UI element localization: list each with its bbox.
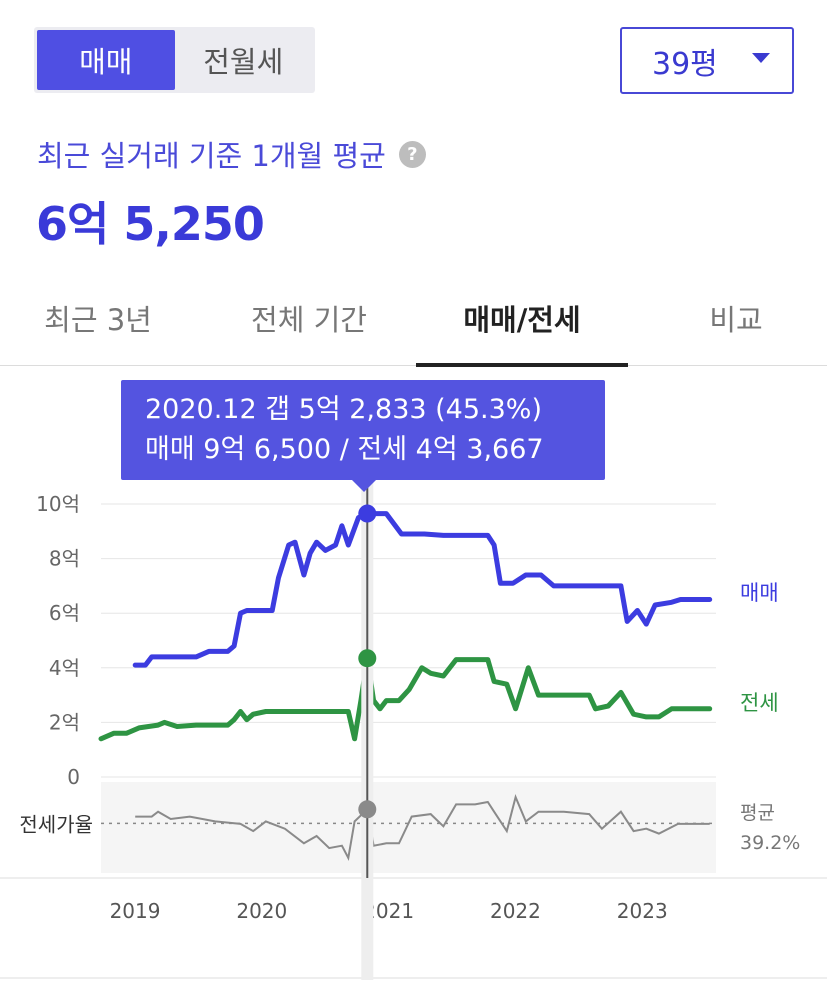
ratio-average-label: 평균 bbox=[740, 802, 775, 824]
tooltip-line-prices: 매매 9억 6,500 / 전세 4억 3,667 bbox=[145, 434, 544, 465]
chart-grid bbox=[101, 503, 716, 778]
average-label-text: 최근 실거래 기준 1개월 평균 bbox=[37, 139, 386, 173]
cursor-marker-sale bbox=[358, 504, 377, 523]
y-tick-label-4: 8억 bbox=[49, 547, 80, 571]
trade-option-sale[interactable]: 매매 bbox=[37, 30, 175, 90]
trade-type-toggle: 매매 전월세 bbox=[34, 27, 315, 93]
tab-sale-jeonse[interactable]: 매매/전세 bbox=[416, 270, 628, 367]
trade-option-rent[interactable]: 전월세 bbox=[203, 45, 284, 79]
tab-recent-3y[interactable]: 최근 3년 bbox=[44, 303, 152, 337]
series-line-1 bbox=[98, 655, 713, 742]
chart-cursor[interactable] bbox=[358, 482, 377, 980]
jeonse-ratio-panel: 전세가율 평균 39.2% bbox=[19, 782, 800, 873]
x-tick-label-4: 2023 bbox=[617, 899, 668, 923]
ratio-panel-background bbox=[101, 782, 716, 873]
x-tick-label-1: 2020 bbox=[236, 899, 287, 923]
cursor-marker-ratio bbox=[358, 800, 377, 819]
y-tick-label-5: 10억 bbox=[36, 492, 80, 516]
chart-tooltip: 2020.12 갭 5억 2,833 (45.3%) 매매 9억 6,500 /… bbox=[121, 380, 605, 492]
ratio-panel-label: 전세가율 bbox=[19, 812, 93, 836]
caret-down-icon bbox=[752, 53, 770, 63]
series-label-1: 전세 bbox=[740, 691, 779, 715]
y-tick-label-2: 4억 bbox=[49, 656, 80, 680]
tooltip-line-gap: 2020.12 갭 5억 2,833 (45.3%) bbox=[145, 394, 542, 425]
x-tick-label-3: 2022 bbox=[490, 899, 541, 923]
help-icon[interactable]: ? bbox=[398, 140, 426, 168]
size-select[interactable]: 39평 bbox=[620, 27, 794, 94]
size-select-value: 39평 bbox=[652, 46, 718, 82]
average-price: 6억 5,250 bbox=[36, 197, 265, 251]
cursor-marker-jeonse bbox=[358, 649, 377, 668]
y-tick-label-3: 6억 bbox=[49, 601, 80, 625]
ratio-average-value: 39.2% bbox=[740, 832, 800, 854]
tab-all-period[interactable]: 전체 기간 bbox=[251, 303, 367, 337]
period-tabs: 최근 3년 전체 기간 매매/전세 비교 bbox=[0, 270, 827, 367]
y-tick-label-0: 0 bbox=[67, 765, 80, 789]
average-label: 최근 실거래 기준 1개월 평균 ? bbox=[37, 133, 426, 175]
tab-compare[interactable]: 비교 bbox=[709, 303, 763, 337]
series-line-0 bbox=[132, 511, 713, 668]
y-tick-label-1: 2억 bbox=[49, 710, 80, 734]
series-label-0: 매매 bbox=[740, 581, 779, 605]
ratio-series-line bbox=[135, 793, 710, 861]
x-tick-label-0: 2019 bbox=[110, 899, 161, 923]
